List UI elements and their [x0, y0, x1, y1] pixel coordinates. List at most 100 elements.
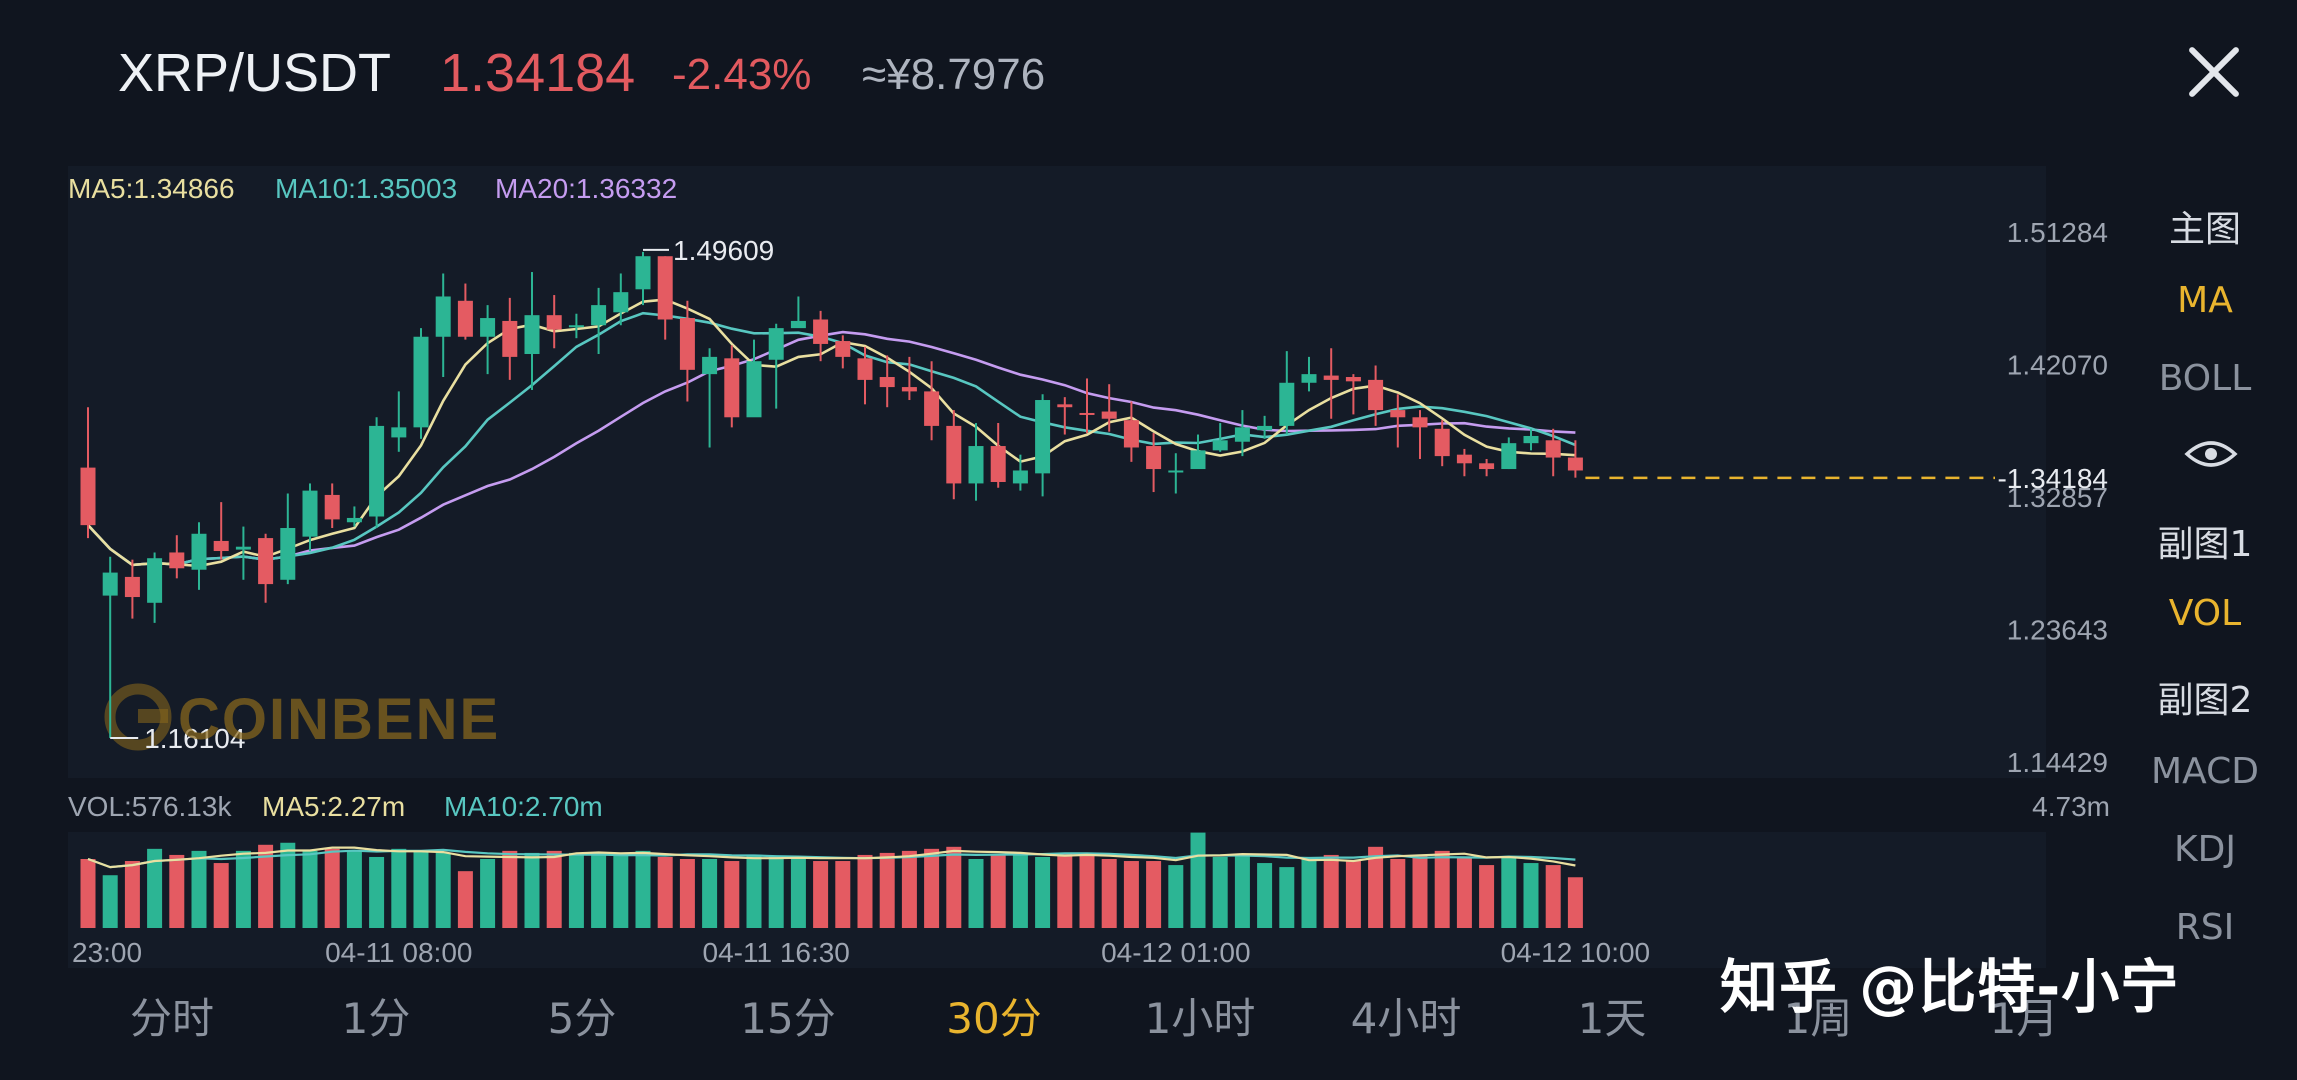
- candle-body: [391, 427, 407, 438]
- candle: [102, 556, 118, 738]
- tab-1mo[interactable]: 1月: [1989, 994, 2059, 1043]
- candle-body: [813, 319, 829, 344]
- volume-bar: [968, 858, 984, 928]
- tab-timeshare[interactable]: 分时: [129, 994, 214, 1043]
- y-axis-label: 1.32857: [2007, 482, 2108, 513]
- candle: [635, 251, 651, 306]
- tab-5m[interactable]: 5分: [547, 994, 617, 1043]
- volume-bar: [457, 871, 473, 928]
- candle-body: [946, 425, 962, 484]
- candle: [391, 391, 407, 452]
- candle: [591, 287, 607, 355]
- volume-bar: [1257, 863, 1273, 928]
- volume-bar: [324, 848, 340, 928]
- volume-bar: [369, 856, 385, 928]
- tab-1w[interactable]: 1周: [1783, 994, 1853, 1043]
- vol-axis-label: 4.73m: [2032, 791, 2110, 822]
- ma10-legend: MA10:1.35003: [275, 173, 457, 204]
- ma5-line: [87, 298, 1576, 568]
- candle: [1257, 415, 1273, 439]
- candle: [1567, 440, 1583, 478]
- volume-bar: [1301, 858, 1317, 928]
- sidebar-vol[interactable]: VOL: [2168, 593, 2242, 634]
- sidebar-macd[interactable]: MACD: [2151, 751, 2259, 792]
- candle-body: [702, 356, 718, 375]
- sidebar-main-chart[interactable]: 主图: [2168, 209, 2241, 250]
- sidebar-boll[interactable]: BOLL: [2158, 358, 2252, 399]
- candle: [369, 417, 385, 529]
- vol-legend: VOL:576.13k: [68, 791, 232, 822]
- candle-body: [457, 300, 473, 337]
- candle-body: [1212, 440, 1228, 451]
- candle-body: [435, 296, 451, 337]
- sidebar-ma[interactable]: MA: [2177, 280, 2233, 321]
- sidebar-sub-chart-1[interactable]: 副图1: [2157, 524, 2253, 565]
- tab-4h[interactable]: 4小时: [1350, 994, 1462, 1043]
- tab-30m[interactable]: 30分: [946, 994, 1042, 1043]
- candle-body: [990, 446, 1006, 482]
- candle-body: [1345, 377, 1361, 382]
- candle-body: [924, 391, 940, 426]
- volume-bar: [1168, 865, 1184, 928]
- candle: [1234, 410, 1250, 457]
- candle-body: [635, 256, 651, 290]
- ma10-line: [87, 311, 1576, 567]
- candle: [324, 483, 340, 529]
- volume-bar: [1412, 854, 1428, 928]
- candle-body: [790, 320, 806, 329]
- candle: [1479, 458, 1495, 477]
- sidebar-kdj[interactable]: KDJ: [2174, 829, 2236, 870]
- volume-bar: [124, 861, 140, 928]
- candle-body: [502, 320, 518, 357]
- candle: [946, 410, 962, 500]
- candle-body: [1545, 440, 1561, 458]
- volume-bar: [1012, 854, 1028, 928]
- cny-price: ≈¥8.7976: [862, 50, 1046, 99]
- trading-pair[interactable]: XRP/USDT: [118, 43, 392, 103]
- candle: [302, 483, 318, 552]
- volume-bar: [1190, 832, 1206, 928]
- candle-body: [80, 467, 96, 526]
- eye-icon[interactable]: [2184, 438, 2238, 470]
- candle: [901, 356, 917, 401]
- ma5-legend: MA5:1.34866: [68, 173, 235, 204]
- candle-body: [657, 256, 673, 320]
- volume-bar: [1079, 854, 1095, 928]
- candle: [1301, 356, 1317, 392]
- candle: [1412, 410, 1428, 459]
- volume-bar: [1567, 877, 1583, 928]
- volume-bar: [1123, 861, 1139, 928]
- candle-body: [213, 540, 229, 552]
- tab-1h[interactable]: 1小时: [1144, 994, 1256, 1043]
- tab-15m[interactable]: 15分: [740, 994, 836, 1043]
- tab-1d[interactable]: 1天: [1577, 994, 1647, 1043]
- candle-body: [1168, 470, 1184, 473]
- volume-bar: [1146, 861, 1162, 928]
- candle: [1279, 351, 1295, 435]
- logo-mark-bar: [138, 709, 168, 723]
- candle: [124, 559, 140, 619]
- volume-bar: [302, 850, 318, 928]
- candle: [502, 297, 518, 380]
- candle-body: [413, 336, 429, 428]
- volume-bar: [1323, 854, 1339, 928]
- candle-body: [1101, 411, 1117, 419]
- volume-bar: [702, 858, 718, 928]
- candle: [1368, 365, 1384, 426]
- sidebar-rsi[interactable]: RSI: [2175, 907, 2235, 948]
- volume-bar: [1545, 865, 1561, 928]
- volume-bar: [80, 858, 96, 928]
- candle: [879, 355, 895, 408]
- tab-1m[interactable]: 1分: [341, 994, 411, 1043]
- candle: [924, 361, 940, 441]
- candle: [813, 310, 829, 362]
- candle: [1523, 428, 1539, 451]
- watermark-text: 知乎 @比特-小宁: [1720, 953, 2180, 1021]
- sidebar-sub-chart-2[interactable]: 副图2: [2157, 680, 2253, 721]
- candle: [235, 526, 251, 580]
- candle-body: [568, 325, 584, 328]
- candle-body: [546, 315, 562, 330]
- y-axis-label: 1.14429: [2007, 747, 2108, 778]
- candle: [280, 493, 296, 585]
